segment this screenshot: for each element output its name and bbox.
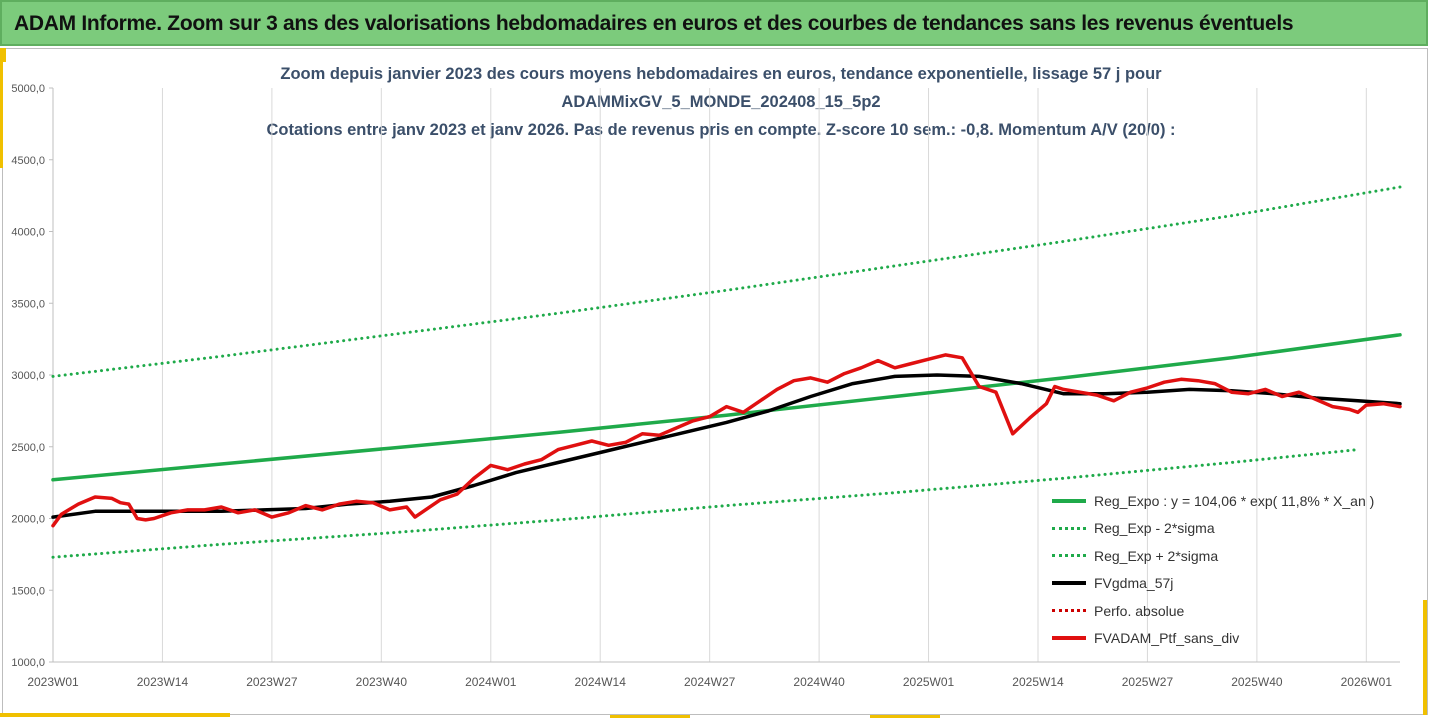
series-lines <box>51 185 1402 559</box>
y-tick-label: 2000,0 <box>11 514 45 526</box>
report-title: ADAM Informe. Zoom sur 3 ans des valoris… <box>14 12 1294 35</box>
corner-accent-bottom-left <box>0 713 230 717</box>
chart-title-line-2: ADAMMixGV_5_MONDE_202408_15_5p2 <box>561 93 881 111</box>
tick-labels: 2023W01 2023W14 2023W27 2023W40 2024W01 2024W… <box>11 83 1392 689</box>
y-tick-label: 2500,0 <box>11 442 45 454</box>
x-tick-label: 2025W14 <box>1012 675 1064 689</box>
legend-swatch <box>1052 521 1086 535</box>
legend-item: Reg_Exp + 2*sigma <box>1052 542 1374 570</box>
x-tick-label: 2024W14 <box>575 675 627 689</box>
y-tick-label: 3000,0 <box>11 370 45 382</box>
y-tick-label: 1000,0 <box>11 657 45 669</box>
corner-accent-top <box>0 48 6 62</box>
y-tick-label: 4500,0 <box>11 155 45 167</box>
series-line <box>51 448 1360 559</box>
corner-accent-bottom-mid2 <box>870 715 940 718</box>
legend-label: FVgdma_57j <box>1094 575 1174 592</box>
legend-swatch <box>1052 604 1086 618</box>
legend-label: Reg_Exp - 2*sigma <box>1094 520 1215 537</box>
legend-label: Perfo. absolue <box>1094 602 1185 619</box>
legend-label: FVADAM_Ptf_sans_div <box>1094 630 1240 647</box>
legend-item: FVADAM_Ptf_sans_div <box>1052 625 1374 653</box>
corner-accent-right <box>1423 600 1427 715</box>
x-tick-label: 2024W40 <box>793 675 845 689</box>
x-tick-label: 2023W14 <box>137 675 189 689</box>
legend-swatch <box>1052 576 1086 590</box>
legend-item: Reg_Exp - 2*sigma <box>1052 515 1374 543</box>
series-line <box>51 185 1402 378</box>
x-tick-label: 2025W27 <box>1122 675 1174 689</box>
x-tick-label: 2023W27 <box>246 675 298 689</box>
legend-swatch <box>1052 494 1086 508</box>
x-tick-label: 2025W40 <box>1231 675 1283 689</box>
x-tick-label: 2026W01 <box>1341 675 1393 689</box>
x-tick-label: 2024W01 <box>465 675 517 689</box>
chart-title-line-3: Cotations entre janv 2023 et janv 2026. … <box>266 121 1176 139</box>
corner-accent-bottom-mid <box>610 715 690 718</box>
x-tick-label: 2023W40 <box>356 675 408 689</box>
legend-label: Reg_Expo : y = 104,06 * exp( 11,8% * X_a… <box>1094 492 1375 509</box>
y-tick-label: 4000,0 <box>11 227 45 239</box>
legend-item: Reg_Expo : y = 104,06 * exp( 11,8% * X_a… <box>1052 487 1374 515</box>
y-tick-label: 5000,0 <box>11 83 45 95</box>
series-line <box>51 353 1402 528</box>
legend-swatch <box>1052 549 1086 563</box>
series-line <box>51 373 1402 519</box>
chart-title-line-1: Zoom depuis janvier 2023 des cours moyen… <box>280 65 1162 83</box>
legend-swatch <box>1052 631 1086 645</box>
x-tick-label: 2025W01 <box>903 675 955 689</box>
legend-item: Perfo. absolue <box>1052 597 1374 625</box>
series-line <box>51 333 1402 482</box>
corner-accent-left <box>0 48 3 168</box>
y-tick-label: 3500,0 <box>11 298 45 310</box>
chart-legend: Reg_Expo : y = 104,06 * exp( 11,8% * X_a… <box>1052 487 1374 652</box>
x-tick-label: 2023W01 <box>27 675 79 689</box>
legend-item: FVgdma_57j <box>1052 570 1374 598</box>
legend-label: Reg_Exp + 2*sigma <box>1094 547 1219 564</box>
x-tick-label: 2024W27 <box>684 675 736 689</box>
y-tick-label: 1500,0 <box>11 585 45 597</box>
report-banner: ADAM Informe. Zoom sur 3 ans des valoris… <box>0 0 1428 46</box>
